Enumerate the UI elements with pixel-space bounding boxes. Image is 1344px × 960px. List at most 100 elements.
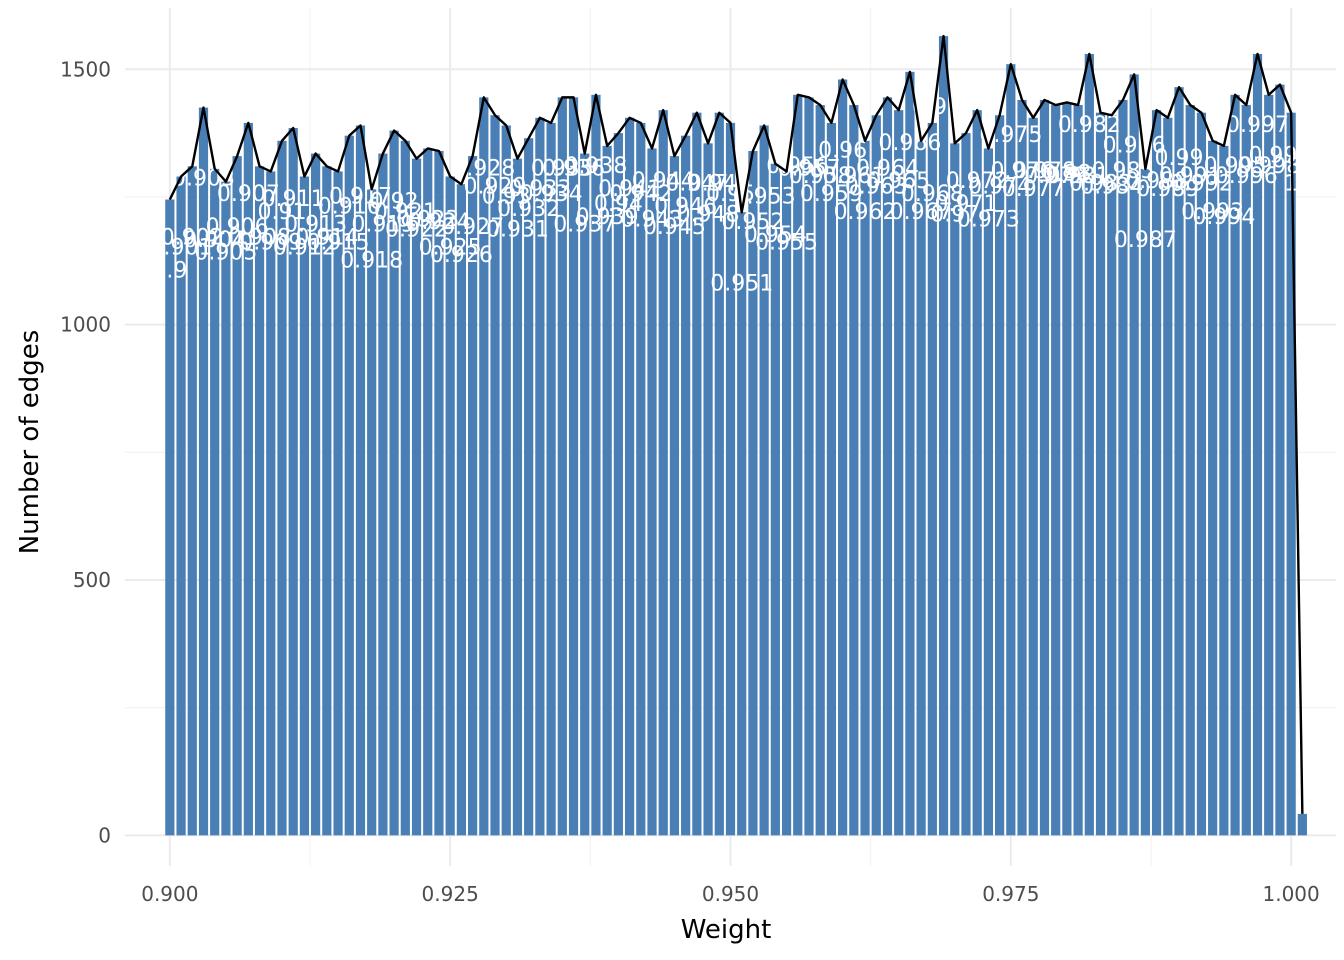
histogram-bar	[243, 122, 253, 836]
bar-value-label: 0.938	[564, 154, 627, 179]
bar-value-label: 0.927	[441, 215, 504, 240]
histogram-bar	[165, 199, 175, 836]
bar-value-label: 0.9	[152, 259, 187, 284]
histogram-bar	[254, 166, 265, 836]
bar-value-label: 0.943	[621, 207, 684, 232]
bar-value-label: 0.918	[340, 248, 403, 273]
histogram-bar	[1118, 99, 1128, 836]
histogram-bar	[613, 133, 623, 836]
histogram-bar	[882, 97, 893, 836]
bar-value-label: 1	[1295, 873, 1309, 898]
histogram-bar	[781, 171, 792, 836]
bar-value-label: 0.97	[930, 202, 979, 227]
bar-value-label: 0.971	[934, 192, 997, 217]
bar-value-label: 0.929	[464, 174, 527, 199]
bar-value-label: 0.912	[273, 236, 336, 261]
histogram-bar	[927, 122, 937, 836]
histogram-bar	[434, 151, 444, 836]
histogram-bar	[490, 115, 500, 836]
histogram-bar	[221, 181, 231, 836]
bar-value-label: 0.939	[576, 205, 639, 230]
histogram-bar	[748, 151, 758, 836]
histogram-bar	[838, 79, 848, 836]
x-tick-label: 0.925	[422, 882, 479, 906]
bar-value-label: 0.911	[262, 187, 325, 212]
bar-value-label: 0.96	[818, 139, 867, 164]
bar-value-label: 0.913	[284, 213, 347, 238]
bar-value-label: 0.964	[856, 156, 919, 181]
bar-value-label: 0.977	[1002, 177, 1065, 202]
bar-value-label: 0.937	[553, 213, 616, 238]
bar-value-label: 0.942	[609, 182, 672, 207]
bar-value-label: 0.987	[1114, 228, 1177, 253]
bar-value-label: 0.935	[531, 156, 594, 181]
histogram-bar	[1185, 105, 1195, 836]
histogram-bar	[311, 153, 321, 836]
bar-value-label: 0.955	[755, 230, 818, 255]
bar-value-label: 0.909	[239, 230, 302, 255]
bar-value-label: 0.946	[654, 195, 717, 220]
bar-value-label: 0.933	[508, 177, 571, 202]
bar-value-label: 0.993	[1181, 200, 1244, 225]
bar-value-label: 0.945	[643, 215, 706, 240]
bar-value-label: 0.989	[1136, 177, 1199, 202]
histogram-bar	[445, 176, 455, 836]
histogram-bar	[1264, 94, 1274, 836]
histogram-bar	[804, 97, 814, 836]
count-line	[168, 34, 1304, 814]
bar-value-label: 0.924	[407, 210, 470, 235]
bar-value-label: 0.981	[1047, 164, 1110, 189]
histogram-bar	[636, 122, 646, 836]
histogram-bar	[299, 176, 310, 836]
bar-value-label: 0.954	[744, 223, 807, 248]
histogram-bar	[770, 163, 780, 836]
histogram-bar	[1062, 102, 1072, 836]
bar-value-label: 0.941	[598, 177, 661, 202]
histogram-bar	[1252, 53, 1263, 836]
y-tick-label: 500	[73, 568, 111, 592]
histogram-bar	[355, 125, 366, 836]
bar-value-label: 0.907	[217, 182, 280, 207]
bar-value-label: 0.963	[845, 174, 908, 199]
bar-value-label: 0.925	[419, 236, 482, 261]
bar-value-label: 0.961	[822, 164, 885, 189]
histogram-bar	[1140, 168, 1150, 836]
histogram-bar	[681, 135, 691, 836]
histogram-bar	[1017, 99, 1027, 836]
bar-value-label: 0.944	[632, 169, 695, 194]
bar-value-label: 0.931	[486, 218, 549, 243]
bar-value-label: 0.934	[520, 182, 583, 207]
histogram-bar	[983, 148, 994, 836]
histogram-bar	[400, 140, 410, 836]
histogram-bar	[972, 110, 982, 836]
bar-value-label: 0.983	[1069, 172, 1132, 197]
bar-value-label: 0.994	[1192, 205, 1255, 230]
histogram-bar	[793, 94, 803, 836]
histogram-bar	[176, 176, 186, 836]
histogram-bar	[815, 105, 825, 836]
bar-value-label: 0.958	[789, 164, 852, 189]
bar-value-label: 0.991	[1159, 164, 1222, 189]
histogram-bar	[1151, 110, 1162, 836]
histogram-bar	[1051, 105, 1061, 836]
bar-value-label: 0.92	[370, 190, 419, 215]
bar-value-label: 0.932	[497, 197, 560, 222]
histogram-bar	[546, 122, 556, 836]
bar-value-label: 0.952	[721, 210, 784, 235]
bar-value-label: 0.998	[1237, 154, 1300, 179]
histogram-bar	[725, 122, 736, 836]
histogram-bar	[501, 125, 511, 836]
histogram-bar	[423, 148, 433, 836]
bar-value-label: 0.995	[1204, 154, 1267, 179]
histogram-bar	[1241, 105, 1251, 836]
histogram-bar	[210, 168, 220, 836]
histogram-bar	[512, 158, 523, 836]
histogram-bar	[467, 156, 478, 836]
bar-value-label: 0.91	[257, 200, 306, 225]
histogram-bar	[479, 97, 489, 836]
x-axis-tick-labels: 0.900 0.925 0.950 0.975 1.000	[141, 882, 1320, 906]
bar-value-label: 0.974	[968, 174, 1031, 199]
bar-value-label: 0.902	[161, 225, 224, 250]
histogram-bar	[378, 153, 388, 836]
